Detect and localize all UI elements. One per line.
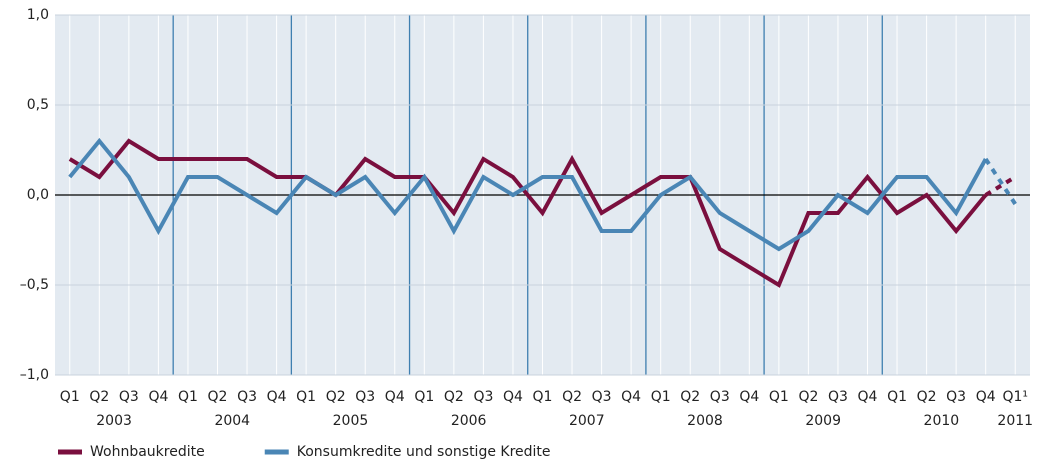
legend-label: Konsumkredite und sonstige Kredite xyxy=(297,444,551,460)
x-tick-label: Q3 xyxy=(710,389,730,405)
year-label: 2003 xyxy=(96,413,132,429)
x-tick-label: Q1 xyxy=(178,389,198,405)
year-label: 2008 xyxy=(687,413,723,429)
x-tick-label: Q3 xyxy=(592,389,612,405)
year-label: 2010 xyxy=(924,413,960,429)
x-tick-label: Q3 xyxy=(828,389,848,405)
x-tick-label: Q4 xyxy=(621,389,641,405)
y-tick-label: 1,0 xyxy=(27,7,49,23)
x-tick-label: Q2 xyxy=(444,389,464,405)
series-line-dashed xyxy=(984,157,1017,206)
y-tick-label: 0,5 xyxy=(27,97,49,113)
x-tick-label: Q1 xyxy=(769,389,789,405)
x-tick-label: Q1 xyxy=(60,389,80,405)
x-tick-label: Q4 xyxy=(267,389,287,405)
x-tick-label: Q4 xyxy=(739,389,759,405)
y-tick-label: 0,0 xyxy=(27,187,49,203)
legend-label: Wohnbaukredite xyxy=(90,444,205,460)
y-tick-label: –1,0 xyxy=(20,367,49,383)
x-tick-label: Q1 xyxy=(651,389,671,405)
x-tick-label: Q1 xyxy=(887,389,907,405)
x-tick-label: Q2 xyxy=(208,389,228,405)
x-tick-label: Q2 xyxy=(798,389,818,405)
y-tick-label: –0,5 xyxy=(20,277,49,293)
x-tick-label: Q4 xyxy=(976,389,996,405)
series-line xyxy=(68,137,988,252)
series-line xyxy=(68,138,988,288)
x-tick-label: Q1 xyxy=(296,389,316,405)
x-tick-label: Q4 xyxy=(148,389,168,405)
x-tick-label: Q3 xyxy=(946,389,966,405)
year-label: 2011 xyxy=(997,413,1033,429)
x-tick-label: Q4 xyxy=(385,389,405,405)
series-line-dashed xyxy=(984,175,1017,197)
year-label: 2004 xyxy=(214,413,250,429)
x-tick-label: Q2 xyxy=(680,389,700,405)
x-tick-label: Q3 xyxy=(355,389,375,405)
x-tick-label: Q2 xyxy=(89,389,109,405)
year-label: 2006 xyxy=(451,413,487,429)
x-tick-label: Q2 xyxy=(917,389,937,405)
x-tick-label: Q4 xyxy=(503,389,523,405)
x-tick-label: Q2 xyxy=(562,389,582,405)
x-tick-label: Q3 xyxy=(237,389,257,405)
x-tick-label: Q1 xyxy=(533,389,553,405)
x-tick-label: Q3 xyxy=(119,389,139,405)
year-label: 2009 xyxy=(805,413,841,429)
x-tick-label: Q1 xyxy=(414,389,434,405)
x-tick-label: Q4 xyxy=(858,389,878,405)
year-label: 2005 xyxy=(333,413,369,429)
year-label: 2007 xyxy=(569,413,605,429)
x-tick-label: Q2 xyxy=(326,389,346,405)
x-tick-label: Q1¹ xyxy=(1002,389,1028,405)
x-tick-label: Q3 xyxy=(473,389,493,405)
